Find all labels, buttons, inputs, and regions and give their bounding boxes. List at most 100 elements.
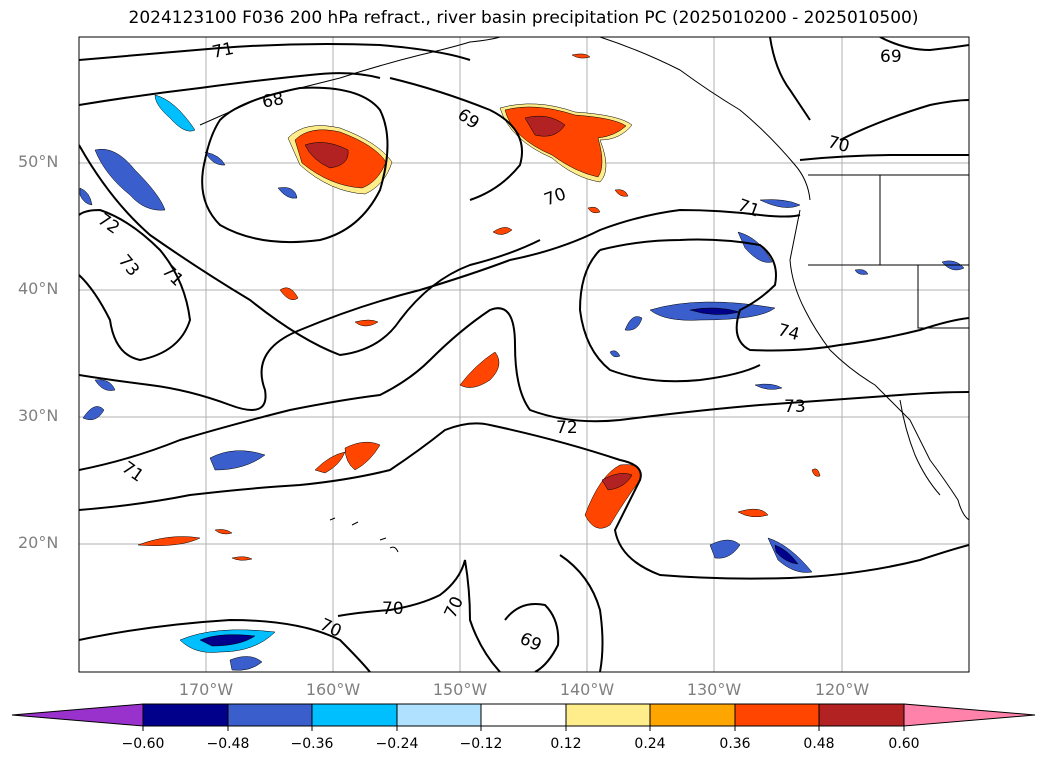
blue-patch	[277, 187, 298, 199]
colorbar-bin	[227, 703, 313, 727]
orange-patch	[214, 529, 233, 535]
contour-line	[839, 99, 969, 141]
blue-patch	[82, 406, 105, 420]
lat-label: 40°N	[18, 279, 59, 298]
red-patch	[524, 115, 566, 137]
colorbar-bin	[311, 703, 398, 727]
blue-patch	[854, 269, 869, 275]
contour-label: 69	[880, 47, 902, 67]
colorbar-extend-high	[903, 703, 1036, 727]
lon-label: 120°W	[814, 680, 870, 699]
colorbar-tick-label: 0.36	[719, 736, 751, 752]
contour-label: 68	[261, 89, 286, 112]
colorbar-tick-label: 0.24	[634, 736, 666, 752]
contour-line	[389, 77, 523, 201]
orange-patch	[344, 441, 381, 471]
contour-line	[799, 153, 969, 161]
contour-line	[599, 238, 969, 352]
contour-line	[504, 603, 560, 672]
blue-patch	[94, 379, 116, 391]
orange-patch	[571, 53, 591, 59]
contour-line	[79, 618, 371, 672]
lon-label: 140°W	[559, 680, 615, 699]
lat-label: 20°N	[18, 533, 59, 552]
colorbar-bin	[818, 703, 905, 727]
state-border	[808, 174, 969, 329]
hawaii-islands	[329, 517, 399, 553]
alaska-coast	[599, 37, 811, 201]
red-patch	[601, 473, 633, 491]
contour-line	[79, 43, 471, 61]
orange-patch	[614, 189, 629, 197]
colorbar	[11, 703, 1036, 731]
colorbar-tick-label: 0.48	[803, 736, 835, 752]
colorbar-ticks	[142, 726, 905, 731]
blue-patch	[774, 544, 799, 565]
lon-label: 150°W	[432, 680, 488, 699]
negative-anomaly-patches	[79, 94, 965, 671]
lon-label: 170°W	[178, 680, 234, 699]
contour-line	[79, 208, 801, 411]
blue-patch	[94, 148, 166, 211]
contour-line	[79, 422, 969, 580]
orange-patch	[231, 556, 253, 561]
north-america-coast	[789, 209, 969, 521]
map-title: 2024123100 F036 200 hPa refract., river …	[128, 8, 919, 28]
colorbar-bin	[565, 703, 651, 727]
colorbar-bin	[142, 703, 229, 727]
orange-patch	[279, 287, 299, 300]
contour-line	[79, 144, 541, 357]
colorbar-bin	[396, 703, 482, 727]
blue-patch	[154, 94, 196, 132]
colorbar-tick-label: −0.36	[290, 736, 334, 752]
map-area	[79, 37, 969, 672]
contour-line	[79, 72, 381, 106]
contour-line	[559, 554, 604, 672]
blue-patch	[709, 539, 741, 559]
blue-patch	[624, 316, 643, 331]
colorbar-tick-label: −0.12	[459, 736, 503, 752]
contour-line	[79, 208, 192, 362]
orange-patch	[737, 508, 769, 518]
blue-patch	[209, 450, 266, 471]
colorbar-tick-label: −0.60	[121, 736, 165, 752]
colorbar-tick-label: 0.60	[888, 736, 920, 752]
gridlines	[79, 37, 969, 672]
blue-patch	[754, 383, 783, 390]
baja-coast	[899, 399, 941, 496]
colorbar-bin	[480, 703, 567, 727]
blue-patch	[737, 231, 773, 263]
contour-line	[201, 86, 389, 244]
orange-patch	[459, 351, 500, 388]
lon-label: 130°W	[686, 680, 742, 699]
colorbar-tick-label: −0.48	[206, 736, 250, 752]
contour-label: 71	[210, 39, 235, 63]
contour-line	[879, 37, 969, 52]
map-border	[78, 36, 970, 673]
blue-patch	[79, 187, 93, 206]
blue-patch	[609, 350, 621, 358]
orange-patch	[811, 468, 821, 477]
refractivity-contours	[79, 37, 969, 672]
colorbar-extend-low	[11, 703, 144, 727]
blue-patch	[759, 199, 801, 208]
orange-patch	[354, 319, 379, 327]
contour-line	[337, 559, 501, 672]
contour-label: 70	[382, 599, 404, 619]
contour-line	[578, 249, 761, 383]
positive-anomaly-patches	[137, 53, 821, 561]
red-patch	[304, 142, 349, 169]
orange-patch	[492, 227, 513, 235]
lat-label: 50°N	[18, 152, 59, 171]
lon-label: 160°W	[305, 680, 361, 699]
colorbar-bin	[649, 703, 736, 727]
colorbar-bin	[734, 703, 820, 727]
blue-patch	[199, 634, 256, 647]
colorbar-tick-label: −0.24	[375, 736, 419, 752]
orange-patch	[587, 206, 601, 214]
blue-patch	[204, 151, 226, 166]
contour-line	[79, 307, 969, 471]
orange-patch	[137, 536, 201, 546]
blue-patch	[229, 656, 263, 671]
